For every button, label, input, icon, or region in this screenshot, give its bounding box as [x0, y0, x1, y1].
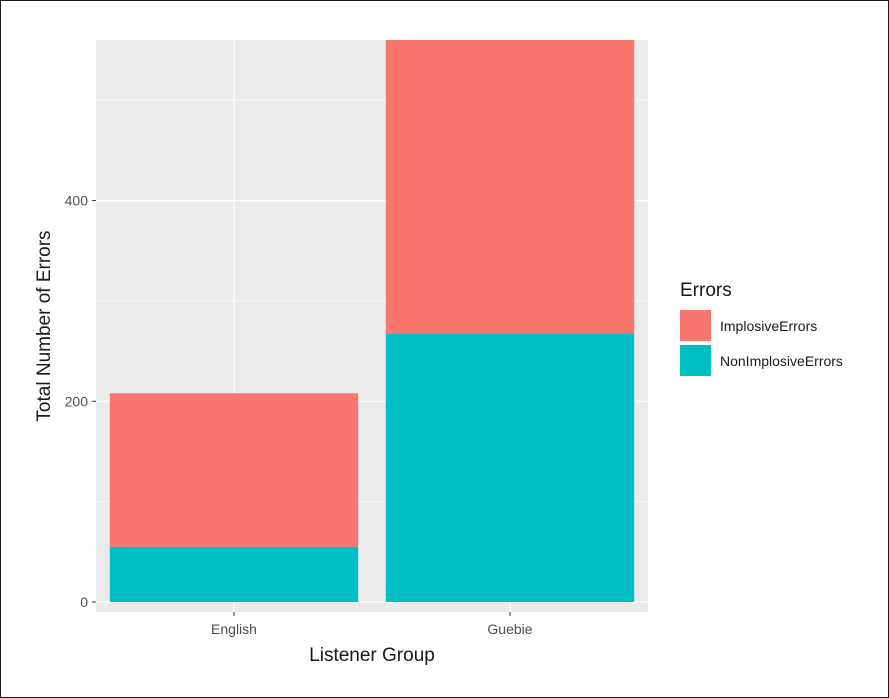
legend-label-nonimplosive: NonImplosiveErrors — [720, 353, 843, 369]
legend-label-implosive: ImplosiveErrors — [720, 318, 817, 334]
y-axis-ticks: 0 200 400 — [65, 193, 96, 610]
y-tick-label: 200 — [65, 393, 89, 409]
x-tick-label: English — [211, 621, 257, 637]
bar-english-implosiveerrors — [109, 393, 359, 547]
legend-title: Errors — [680, 280, 732, 301]
x-axis-ticks: English Guebie — [211, 612, 533, 637]
bars — [109, 40, 635, 602]
legend: Errors ImplosiveErrors NonImplosiveError… — [680, 280, 843, 376]
bar-guebie-implosiveerrors — [385, 40, 635, 335]
y-tick-label: 0 — [80, 594, 88, 610]
legend-swatch-implosive — [680, 310, 711, 341]
bar-guebie-nonimplosiveerrors — [385, 334, 635, 602]
legend-swatch-nonimplosive — [680, 345, 711, 376]
y-tick-label: 400 — [65, 193, 89, 209]
x-axis-title: Listener Group — [309, 645, 435, 666]
y-axis-title: Total Number of Errors — [34, 230, 55, 421]
bar-english-nonimplosiveerrors — [109, 546, 359, 602]
x-tick-label: Guebie — [487, 621, 532, 637]
